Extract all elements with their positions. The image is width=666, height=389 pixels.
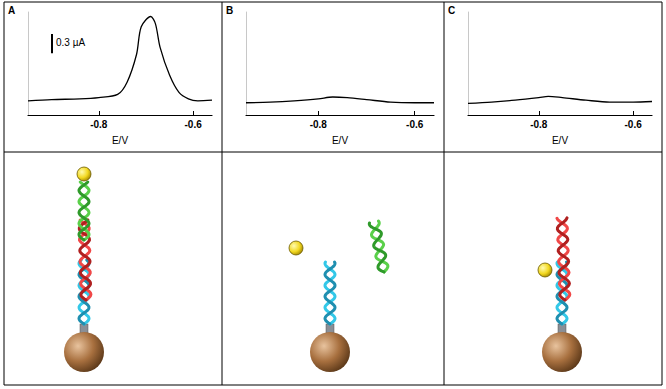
html-text:B: B [226,5,234,16]
svg-text:0.3 µA: 0.3 µA [56,37,85,48]
svg-text:-0.8: -0.8 [530,119,548,130]
svg-text:E/V: E/V [552,135,568,146]
svg-text:-0.6: -0.6 [185,119,203,130]
svg-text:-0.6: -0.6 [625,119,643,130]
html-text:A: A [8,5,16,16]
svg-text:-0.8: -0.8 [90,119,108,130]
svg-text:E/V: E/V [112,135,128,146]
svg-text:E/V: E/V [332,135,348,146]
svg-text:-0.8: -0.8 [310,119,328,130]
svg-text:-0.6: -0.6 [406,119,424,130]
html-text:C: C [448,5,456,16]
